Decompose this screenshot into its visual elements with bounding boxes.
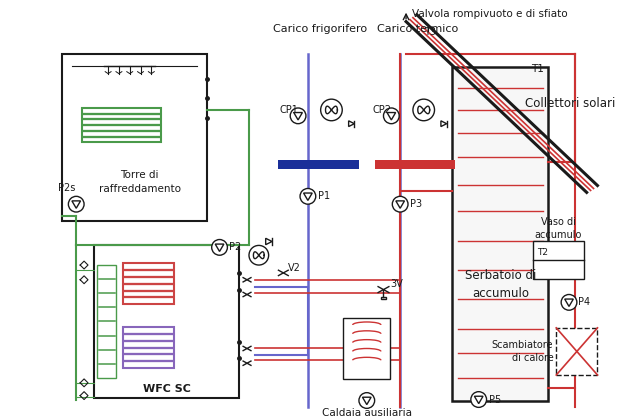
Text: Carico termico: Carico termico [377,24,459,34]
Text: Vaso di
accumulo: Vaso di accumulo [534,217,582,240]
Text: Scambiatore
di calore: Scambiatore di calore [492,340,553,363]
Circle shape [300,189,316,204]
Text: 3V: 3V [391,279,403,289]
Circle shape [413,99,435,121]
Text: T3: T3 [424,26,436,36]
Bar [557,328,598,375]
Text: T2: T2 [536,248,548,257]
Text: Collettori solari: Collettori solari [525,96,615,110]
Circle shape [392,197,408,212]
Text: V2: V2 [288,263,301,273]
Circle shape [68,197,84,212]
Circle shape [384,108,399,124]
Circle shape [561,295,577,310]
Bar [533,241,584,279]
Bar [123,327,174,368]
Text: CP2: CP2 [373,105,392,115]
Circle shape [471,392,487,407]
Text: Carico frigorifero: Carico frigorifero [273,24,367,34]
Text: Valvola rompivuoto e di sfiato: Valvola rompivuoto e di sfiato [412,9,567,19]
Text: Caldaia ausiliaria: Caldaia ausiliaria [322,409,412,418]
Circle shape [211,240,227,255]
Bar [278,160,359,169]
Bar [452,67,548,401]
Text: P5: P5 [488,395,501,404]
Circle shape [290,108,306,124]
Bar [82,108,161,142]
Bar [97,265,117,378]
Bar [62,54,207,221]
Bar [343,318,391,379]
Text: P1: P1 [318,191,330,201]
Text: Serbatoio di
accumulo: Serbatoio di accumulo [464,269,536,300]
Bar [375,160,455,169]
Bar [94,246,239,398]
Text: P2s: P2s [57,184,75,194]
Text: WFC SC: WFC SC [143,384,191,393]
Bar [123,263,174,304]
Text: P3: P3 [410,199,422,209]
Text: P2: P2 [229,242,242,252]
Circle shape [359,393,375,409]
Circle shape [321,99,342,121]
Bar [381,297,386,299]
Circle shape [249,246,269,265]
Text: Torre di
raffreddamento: Torre di raffreddamento [98,170,180,194]
Text: CP1: CP1 [280,105,298,115]
Text: T1: T1 [531,64,543,74]
Text: P4: P4 [578,297,590,308]
